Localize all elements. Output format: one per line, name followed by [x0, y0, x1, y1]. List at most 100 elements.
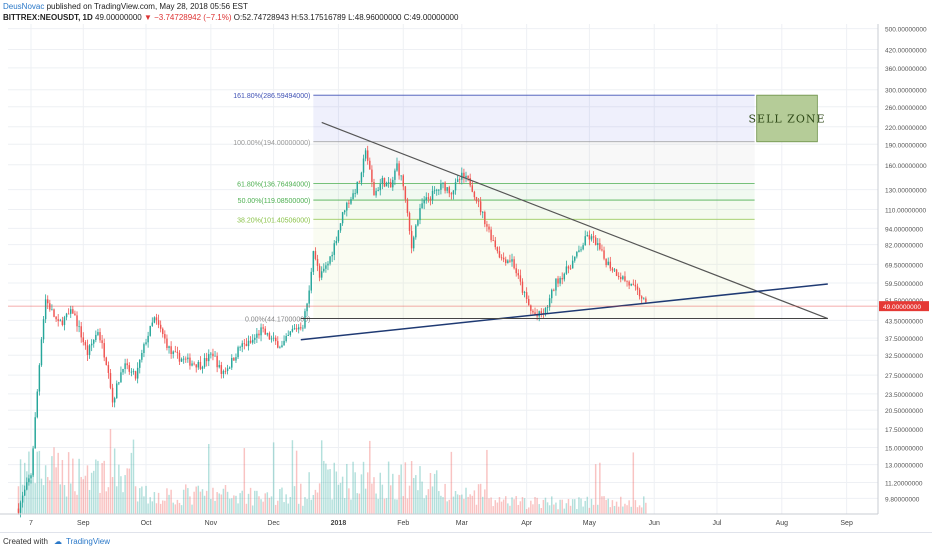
volume-bar: [346, 463, 348, 514]
volume-bar: [567, 498, 570, 514]
volume-bar: [609, 507, 612, 514]
volume-bar: [99, 492, 101, 514]
volume-bar: [444, 483, 446, 514]
candle-body: [57, 319, 59, 322]
volume-bar: [486, 449, 488, 514]
candle-body: [473, 191, 476, 198]
candle-body: [438, 189, 440, 191]
volume-bar: [343, 498, 346, 514]
volume-bar: [314, 489, 317, 514]
symbol-name: BITTREX:NEOUSDT, 1D: [3, 13, 93, 22]
candle-body: [362, 158, 365, 173]
candle-body: [76, 315, 78, 327]
candle-body: [373, 182, 375, 196]
candle-body: [358, 181, 361, 183]
volume-bar: [147, 503, 149, 514]
candle-body: [170, 346, 172, 354]
volume-bar: [157, 492, 160, 514]
tradingview-logo-icon[interactable]: ☁: [54, 537, 62, 546]
candle-body: [605, 258, 607, 266]
sell-zone: SELL ZONE: [749, 94, 825, 143]
price-chart[interactable]: 161.80%(286.59494000) 100.00%(194.0000000…: [0, 24, 932, 532]
volume-bar: [364, 488, 367, 514]
volume-bar: [245, 503, 248, 514]
candle-body: [203, 358, 206, 367]
candle-body: [231, 357, 233, 368]
candle-body: [74, 313, 76, 316]
volume-bar: [153, 492, 156, 514]
candle-body: [325, 265, 327, 269]
volume-bar: [187, 488, 189, 514]
candle-body: [308, 290, 310, 304]
volume-bar: [86, 465, 89, 514]
volume-bar: [456, 494, 459, 514]
author-link[interactable]: DeusNovac: [3, 2, 45, 11]
candle-body: [404, 186, 407, 200]
candle-body: [241, 343, 243, 347]
candle-body: [191, 363, 193, 366]
volume-bar: [588, 507, 591, 514]
volume-bar: [427, 489, 430, 514]
volume-bar: [172, 502, 174, 514]
candle-body: [147, 335, 149, 343]
candle-body: [385, 182, 388, 187]
tradingview-brand[interactable]: TradingView: [66, 537, 111, 546]
volume-bar: [103, 460, 105, 514]
candle-body: [185, 358, 187, 360]
volume-bar: [500, 501, 503, 514]
volume-bar: [216, 492, 218, 514]
candle-body: [70, 309, 72, 314]
candle-body: [369, 160, 371, 170]
candle-body: [63, 317, 66, 325]
trendline: [321, 121, 829, 320]
volume-bar: [111, 477, 114, 514]
candle-body: [78, 326, 80, 328]
candle-body: [291, 328, 294, 332]
sell-zone-box: [756, 94, 818, 143]
candle-body: [381, 177, 384, 184]
volume-bar: [212, 487, 214, 514]
candle-body: [86, 345, 89, 355]
candle-body: [277, 341, 279, 348]
volume-bar: [643, 496, 645, 514]
candle-body: [482, 211, 484, 213]
volume-bar: [120, 476, 122, 514]
candle-body: [264, 328, 266, 335]
volume-bar: [49, 480, 51, 514]
volume-bar: [302, 505, 304, 514]
volume-bar: [141, 486, 143, 514]
volume-bar: [82, 479, 85, 514]
candle-body: [352, 193, 354, 200]
volume-bar: [95, 459, 97, 514]
volume-bar: [205, 490, 208, 514]
volume-bar: [132, 439, 135, 514]
trendline: [300, 283, 828, 341]
candle-body: [532, 310, 534, 313]
candle-body: [331, 254, 333, 257]
candle-body: [124, 363, 126, 369]
volume-bar: [383, 498, 386, 514]
candle-body: [412, 237, 415, 249]
candle-body: [423, 199, 425, 204]
volume-bar: [366, 472, 369, 514]
candle-body: [396, 163, 398, 171]
candle-body: [245, 343, 248, 347]
volume-bar: [231, 498, 233, 514]
candle-body: [126, 363, 128, 366]
volume-bar: [208, 444, 210, 514]
candle-body: [452, 190, 455, 195]
volume-bar: [57, 452, 59, 514]
fib-band: [313, 200, 755, 220]
candle-body: [300, 327, 302, 329]
candle-body: [354, 193, 356, 194]
volume-bar: [304, 497, 306, 514]
candle-body: [214, 355, 216, 357]
fib-band: [313, 219, 755, 319]
candle-body: [260, 327, 262, 336]
candle-body: [145, 342, 147, 345]
candle-body: [494, 240, 497, 248]
volume-bar: [74, 491, 76, 514]
candle-body: [471, 185, 474, 192]
candle-body: [410, 230, 413, 249]
volume-bar: [149, 497, 151, 514]
